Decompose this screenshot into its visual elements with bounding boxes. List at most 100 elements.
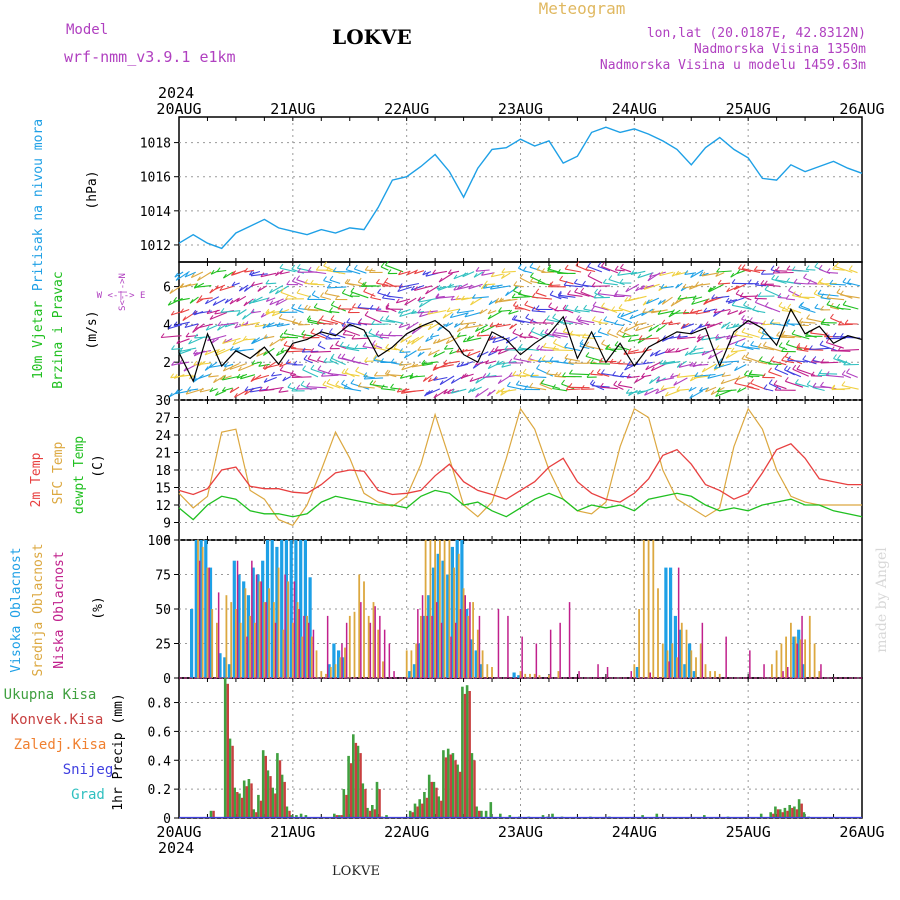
cloud-bar-high <box>692 671 696 678</box>
wind-barb-flag <box>214 309 219 315</box>
wind-barb <box>518 374 539 377</box>
wind-barb-flag <box>596 368 601 374</box>
cloud-bar-mid <box>230 602 233 678</box>
wind-barb <box>574 309 590 313</box>
wind-barb-flag <box>291 318 296 324</box>
wind-barb-flag <box>836 288 841 294</box>
wind-barb <box>745 356 760 363</box>
wind-barb <box>655 324 666 333</box>
wind-barb-flag <box>562 327 567 333</box>
wind-barb <box>417 348 431 351</box>
wind-barb-flag <box>301 330 306 335</box>
wind-barb <box>717 389 737 393</box>
wind-barb <box>329 331 346 339</box>
wind-barb-flag <box>606 344 611 349</box>
wind-barb <box>649 349 661 357</box>
wind-barb-flag <box>263 377 268 383</box>
wind-barb-flag <box>303 354 308 360</box>
wind-barb <box>279 336 299 339</box>
precip-convective-bar <box>226 683 229 818</box>
time-tick-label-top: 20AUG <box>156 100 201 118</box>
wind-barb <box>399 310 417 318</box>
wind-barb-flag <box>486 391 491 397</box>
wind-barb-flag <box>601 262 605 267</box>
cloud-bar-mid <box>424 540 427 678</box>
wind-barb-flag <box>453 274 458 280</box>
y-tick-label-temp: 18 <box>155 464 171 479</box>
wind-barb-flag <box>445 339 450 344</box>
wind-barb-flag <box>786 318 790 324</box>
cloud-bar-high <box>294 540 298 678</box>
wind-unit: (m/s) <box>85 310 100 349</box>
wind-barb-flag <box>406 270 411 276</box>
y-tick-label-pressure: 1014 <box>140 205 171 220</box>
precip-convective-bar <box>259 800 263 818</box>
wind-barb-flag <box>676 363 681 368</box>
wind-barb-flag <box>826 300 831 306</box>
cloud-bar-high <box>455 540 459 678</box>
cloud-bar-mid <box>472 602 474 678</box>
wind-barb <box>699 272 709 277</box>
wind-barb-flag <box>654 351 659 357</box>
wind-barb-flag <box>404 300 409 306</box>
wind-barb-flag <box>569 369 573 375</box>
cloud-bar-high <box>256 574 260 678</box>
wind-barb-flag <box>244 386 249 391</box>
wind-barb-flag <box>614 319 618 325</box>
wind-barb-flag <box>180 308 184 314</box>
wind-barb <box>232 269 247 276</box>
wind-barb-flag <box>798 292 803 298</box>
wind-barb <box>213 374 227 384</box>
wind-barb-flag <box>357 382 362 387</box>
wind-barb-flag <box>248 270 253 276</box>
wind-barb-flag <box>364 265 369 271</box>
wind-barb <box>400 374 411 379</box>
wind-barb-flag <box>575 261 580 266</box>
wind-barb <box>219 285 234 292</box>
wind-barb-flag <box>345 265 350 270</box>
wind-barb-flag <box>781 330 786 336</box>
wind-barb-flag <box>306 382 311 388</box>
wind-barb-flag <box>385 302 390 308</box>
wind-barb-flag <box>398 283 403 288</box>
wind-barb <box>587 275 603 284</box>
wind-barb-flag <box>580 287 585 293</box>
wind-barb-flag <box>601 302 605 308</box>
wind-barb <box>765 305 781 313</box>
wind-barb-flag <box>262 323 267 329</box>
cloud-bar-low <box>749 650 751 678</box>
wind-barb <box>409 375 426 378</box>
wind-barb-flag <box>560 318 565 324</box>
wind-barb-flag <box>675 347 679 353</box>
wind-barb-flag <box>397 287 402 292</box>
cloud-bar-mid <box>282 629 285 678</box>
wind-barb-flag <box>688 386 693 392</box>
wind-barb <box>320 296 332 301</box>
wind-barb-flag <box>803 345 808 350</box>
wind-barb-flag <box>275 271 279 277</box>
wind-barb-flag <box>325 334 330 340</box>
precip-total-bar <box>252 809 255 818</box>
wind-barb <box>727 310 739 316</box>
precip-convective-bar <box>800 803 803 818</box>
cloud-bar-mid <box>799 639 802 678</box>
wind-barb-flag <box>731 278 736 284</box>
precip-convective-bar <box>231 745 234 818</box>
wind-barb-flag <box>649 272 653 278</box>
wind-barb-flag <box>708 354 712 360</box>
wind-barb <box>691 298 710 305</box>
wind-barb-flag <box>265 385 269 391</box>
wind-barb <box>829 283 846 286</box>
wind-barb <box>406 270 417 276</box>
temp-label-2: SFC Temp <box>51 442 66 505</box>
wind-barb <box>266 297 276 303</box>
wind-barb-flag <box>734 330 738 336</box>
wind-barb <box>541 382 560 390</box>
wind-barb <box>385 264 404 273</box>
wind-barb <box>841 384 859 390</box>
wind-barb <box>194 336 211 339</box>
wind-barb-flag <box>617 359 622 365</box>
wind-barb <box>379 336 390 339</box>
wind-barb <box>204 361 218 371</box>
wind-barb-flag <box>297 320 302 326</box>
